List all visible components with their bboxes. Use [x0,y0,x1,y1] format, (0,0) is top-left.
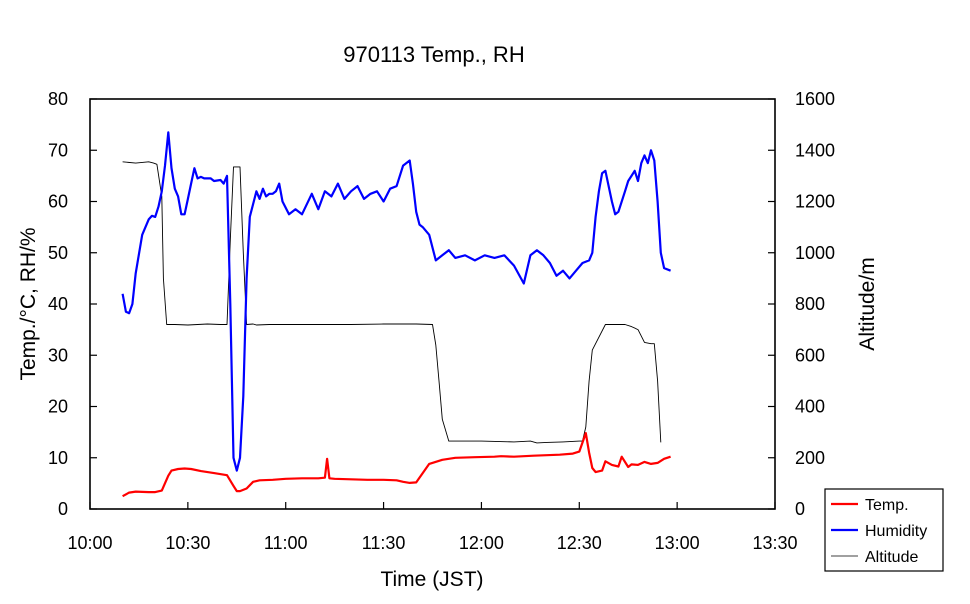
y-tick-label: 70 [48,140,68,160]
y2-tick-label: 1200 [795,192,835,212]
legend-label-temp: Temp. [865,497,909,514]
y-tick-label: 50 [48,243,68,263]
plot-frame [89,98,776,510]
y-tick-label: 30 [48,345,68,365]
chart-title: 970113 Temp., RH [343,42,524,67]
legend: Temp. Humidity Altitude [824,488,944,572]
y2-tick-label: 400 [795,397,825,417]
y-axis-label: Temp./°C, RH/% [17,227,40,380]
legend-label-altitude: Altitude [865,549,918,566]
legend-label-humidity: Humidity [865,523,927,540]
y-axis-ticks: 0 10 20 30 40 50 60 70 80 [48,89,97,519]
y2-tick-label: 800 [795,294,825,314]
y2-axis-ticks: 0 200 400 600 800 1000 1200 1400 1600 [768,89,835,519]
y-tick-label: 10 [48,448,68,468]
series-line-humidity [121,131,672,472]
y2-axis-label: Altitude/m [856,257,879,350]
y2-tick-label: 600 [795,345,825,365]
series-line-temp [122,432,671,498]
y-tick-label: 20 [48,397,68,417]
y-tick-label: 80 [48,89,68,109]
y-tick-label: 0 [58,499,68,519]
series-line-altitude [122,161,662,444]
y2-tick-label: 1000 [795,243,835,263]
y-tick-label: 40 [48,294,68,314]
x-tick-label: 11:30 [362,533,406,553]
y2-tick-label: 1600 [795,89,835,109]
y2-tick-label: 0 [795,499,805,519]
x-tick-label: 10:00 [67,533,112,553]
y2-tick-label: 1400 [795,140,835,160]
x-tick-label: 11:00 [264,533,308,553]
x-tick-label: 10:30 [165,533,210,553]
x-tick-label: 12:30 [557,533,602,553]
series-layer [121,131,672,498]
x-tick-label: 12:00 [459,533,504,553]
x-tick-label: 13:30 [752,533,797,553]
x-axis-ticks: 10:00 10:30 11:00 11:30 12:00 12:30 13:00 13:30 [67,502,798,553]
y2-tick-label: 200 [795,448,825,468]
x-tick-label: 13:00 [655,533,700,553]
x-axis-label: Time (JST) [380,568,483,591]
y-tick-label: 60 [48,192,68,212]
